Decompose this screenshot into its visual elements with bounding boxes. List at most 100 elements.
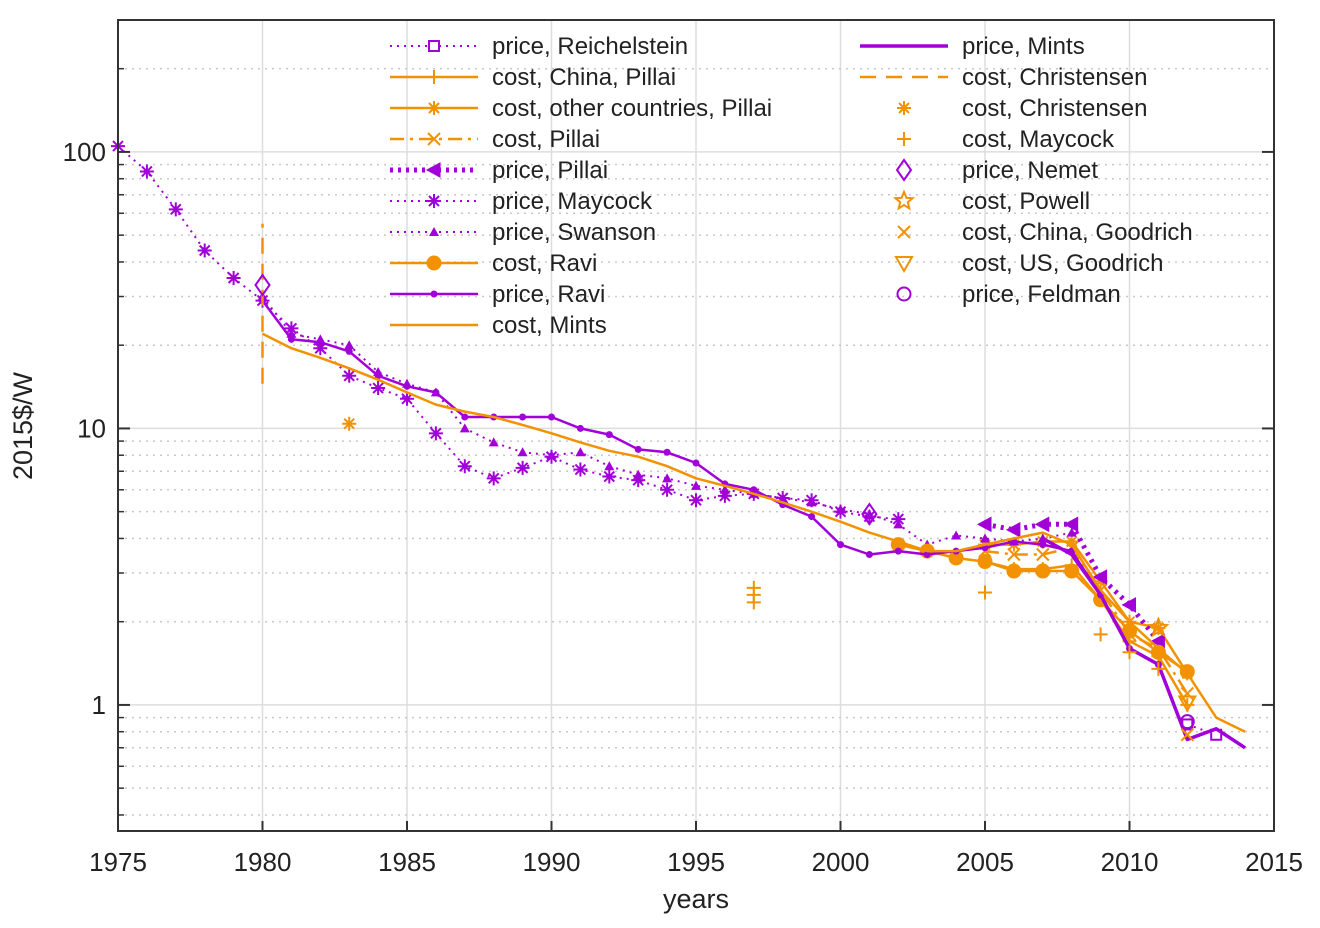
data-point [342, 368, 357, 383]
legend-label: price, Maycock [492, 188, 653, 215]
series-16 [1180, 728, 1195, 742]
data-point [865, 550, 873, 558]
legend-label: price, Reichelstein [492, 33, 688, 60]
legend-entry: cost, China, Goodrich [897, 219, 1193, 246]
data-point [1122, 623, 1137, 639]
data-point [861, 502, 878, 526]
legend-label: cost, Christensen [962, 95, 1147, 122]
series-15 [1147, 616, 1170, 638]
legend-marker [894, 256, 914, 274]
data-point [1121, 597, 1136, 613]
data-point [226, 270, 241, 285]
legend-marker [896, 286, 912, 302]
data-point [1092, 569, 1108, 585]
data-point [689, 493, 703, 508]
data-point [313, 341, 328, 356]
data-point [254, 273, 271, 297]
legend-label: cost, US, Goodrich [962, 250, 1163, 277]
data-point [951, 530, 962, 540]
data-point [576, 424, 584, 432]
data-point [835, 504, 846, 514]
series-13 [746, 580, 1166, 676]
legend-label: price, Feldman [962, 281, 1121, 308]
y-tick-label: 100 [63, 137, 106, 167]
data-point [1064, 534, 1079, 549]
data-point [808, 513, 816, 521]
series-14 [254, 273, 878, 526]
series-4 [976, 516, 1165, 650]
data-point [1034, 516, 1050, 533]
legend-label: cost, China, Goodrich [962, 219, 1193, 246]
data-point [1179, 714, 1195, 730]
legend-marker [427, 101, 441, 115]
data-point [631, 473, 646, 488]
data-point [345, 347, 353, 355]
legend-label: cost, China, Pillai [492, 64, 676, 91]
data-point [459, 423, 470, 433]
legend-entry: cost, Christensen [897, 95, 1147, 122]
data-point [662, 473, 673, 483]
data-point [461, 413, 469, 421]
series-8 [259, 297, 1162, 669]
data-point [719, 484, 730, 494]
legend-marker [897, 101, 911, 115]
data-point [948, 550, 964, 566]
x-tick-label: 1990 [523, 847, 581, 877]
legend-entry: price, Ravi [390, 281, 605, 308]
data-point [1006, 563, 1022, 579]
legend-label: cost, Christensen [962, 64, 1147, 91]
y-tick-label: 1 [92, 690, 106, 720]
data-point [403, 382, 411, 390]
legend-marker [427, 70, 441, 84]
x-tick-label: 2015 [1245, 847, 1303, 877]
legend-label: price, Ravi [492, 281, 605, 308]
data-point [1066, 527, 1077, 537]
series-line [984, 546, 1189, 695]
legend-entry: price, Reichelstein [390, 33, 688, 60]
legend-label: price, Pillai [492, 157, 608, 184]
data-point [692, 459, 700, 467]
legend-marker [895, 158, 913, 182]
legend-entry: cost, Ravi [390, 250, 597, 277]
data-point [1035, 563, 1051, 579]
data-point [371, 381, 386, 396]
data-point [750, 486, 758, 494]
x-tick-label: 1985 [378, 847, 436, 877]
legend-label: price, Nemet [962, 157, 1098, 184]
series-9 [261, 332, 1246, 733]
data-point [1036, 547, 1050, 562]
data-point [891, 512, 906, 527]
data-point [548, 413, 555, 421]
series-17 [1177, 695, 1198, 713]
data-point [400, 391, 414, 406]
legend-label: cost, Powell [962, 188, 1090, 215]
legend-entry: cost, Pillai [390, 126, 600, 153]
legend-entry: price, Maycock [390, 188, 653, 215]
legend-marker [897, 225, 911, 239]
data-point [777, 493, 788, 503]
data-point [374, 372, 382, 380]
x-tick-label: 1995 [667, 847, 725, 877]
legend-marker [430, 290, 438, 298]
data-point [893, 519, 904, 529]
series-line [1041, 536, 1247, 750]
legend-entry: cost, US, Goodrich [894, 250, 1163, 277]
legend-marker [427, 194, 441, 208]
series-line [261, 299, 1160, 666]
legend-label: cost, Mints [492, 312, 607, 339]
legend-entry: cost, Mints [390, 312, 607, 339]
legend-entry: cost, Maycock [897, 126, 1115, 153]
legend-entry: price, Pillai [390, 157, 608, 184]
data-point [1179, 664, 1195, 680]
legend-label: cost, Ravi [492, 250, 597, 277]
data-point [717, 488, 732, 503]
data-point [1007, 547, 1021, 562]
data-point [1150, 633, 1165, 650]
data-point [691, 480, 701, 490]
data-point [837, 541, 844, 549]
legend-entry: cost, Christensen [860, 64, 1147, 91]
data-point [1150, 644, 1166, 660]
data-point [1063, 516, 1079, 533]
